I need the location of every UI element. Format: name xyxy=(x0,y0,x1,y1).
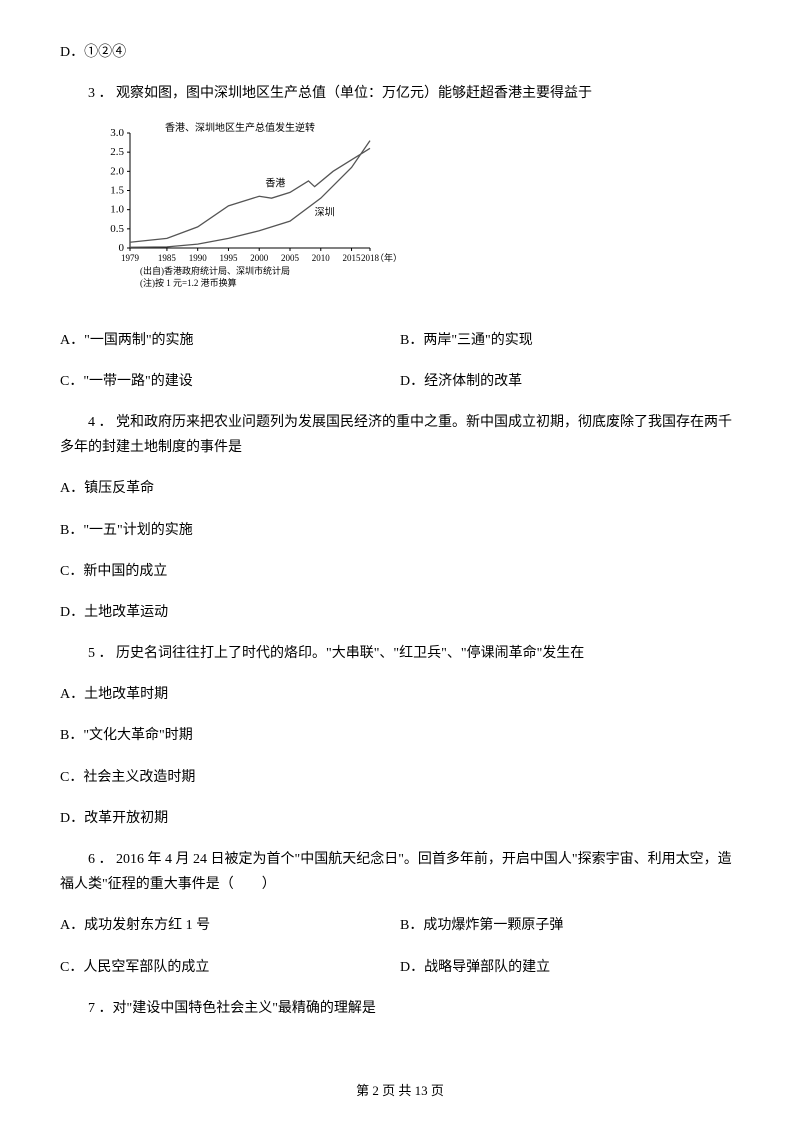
q6-option-c: C．人民空军部队的成立 xyxy=(60,955,400,980)
svg-text:2005: 2005 xyxy=(281,253,300,263)
q4-option-a: A．镇压反革命 xyxy=(60,476,740,501)
svg-text:深圳: 深圳 xyxy=(315,207,335,219)
svg-text:1995: 1995 xyxy=(219,253,238,263)
q3-option-b: B．两岸"三通"的实现 xyxy=(400,328,740,353)
svg-text:1.0: 1.0 xyxy=(110,204,124,216)
q6-option-a: A．成功发射东方红 1 号 xyxy=(60,913,400,938)
svg-text:2.5: 2.5 xyxy=(110,147,124,159)
svg-text:1.5: 1.5 xyxy=(110,185,124,197)
q6-options-row1: A．成功发射东方红 1 号 B．成功爆炸第一颗原子弹 xyxy=(60,913,740,938)
q5-option-c: C．社会主义改造时期 xyxy=(60,765,740,790)
q4-text: 4 ． 党和政府历来把农业问题列为发展国民经济的重中之重。新中国成立初期，彻底废… xyxy=(60,410,740,460)
svg-text:1990: 1990 xyxy=(189,253,208,263)
q3-option-c: C．"一带一路"的建设 xyxy=(60,369,400,394)
q5-text: 5 ． 历史名词往往打上了时代的烙印。"大串联"、"红卫兵"、"停课闹革命"发生… xyxy=(60,641,740,666)
svg-text:2010: 2010 xyxy=(312,253,331,263)
q3-options-row2: C．"一带一路"的建设 D．经济体制的改革 xyxy=(60,369,740,394)
svg-text:1979: 1979 xyxy=(121,253,140,263)
q4-option-b: B．"一五"计划的实施 xyxy=(60,518,740,543)
q4-option-c: C．新中国的成立 xyxy=(60,559,740,584)
svg-text:3.0: 3.0 xyxy=(110,127,124,139)
page-footer: 第 2 页 共 13 页 xyxy=(0,1079,800,1102)
svg-text:2015: 2015 xyxy=(343,253,362,263)
q2-option-d: D．①②④ xyxy=(60,40,740,65)
q3-option-d: D．经济体制的改革 xyxy=(400,369,740,394)
q4-option-d: D．土地改革运动 xyxy=(60,600,740,625)
svg-text:香港: 香港 xyxy=(265,178,285,190)
q6-options-row2: C．人民空军部队的成立 D．战略导弹部队的建立 xyxy=(60,955,740,980)
chart-container: 00.51.01.52.02.53.0197919851990199520002… xyxy=(90,118,740,307)
svg-text:2000: 2000 xyxy=(250,253,269,263)
q6-text: 6 ． 2016 年 4 月 24 日被定为首个"中国航天纪念日"。回首多年前，… xyxy=(60,847,740,897)
q5-option-a: A．土地改革时期 xyxy=(60,682,740,707)
gdp-chart: 00.51.01.52.02.53.0197919851990199520002… xyxy=(90,118,410,298)
svg-text:0.5: 0.5 xyxy=(110,223,124,235)
q5-option-b: B．"文化大革命"时期 xyxy=(60,723,740,748)
q5-option-d: D．改革开放初期 xyxy=(60,806,740,831)
q3-option-a: A．"一国两制"的实施 xyxy=(60,328,400,353)
svg-text:(出自)香港政府统计局、深圳市统计局: (出自)香港政府统计局、深圳市统计局 xyxy=(140,265,290,276)
q6-option-b: B．成功爆炸第一颗原子弹 xyxy=(400,913,740,938)
q7-text: 7 ．对"建设中国特色社会主义"最精确的理解是 xyxy=(60,996,740,1021)
svg-text:香港、深圳地区生产总值发生逆转: 香港、深圳地区生产总值发生逆转 xyxy=(165,121,315,134)
q6-option-d: D．战略导弹部队的建立 xyxy=(400,955,740,980)
svg-text:(注)按 1 元=1.2 港币换算: (注)按 1 元=1.2 港币换算 xyxy=(140,277,237,288)
svg-text:1985: 1985 xyxy=(158,253,177,263)
svg-text:2.0: 2.0 xyxy=(110,166,124,178)
q3-options-row1: A．"一国两制"的实施 B．两岸"三通"的实现 xyxy=(60,328,740,353)
svg-text:（年）: （年） xyxy=(375,252,402,263)
q3-text: 3 ． 观察如图，图中深圳地区生产总值（单位：万亿元）能够赶超香港主要得益于 xyxy=(60,81,740,106)
